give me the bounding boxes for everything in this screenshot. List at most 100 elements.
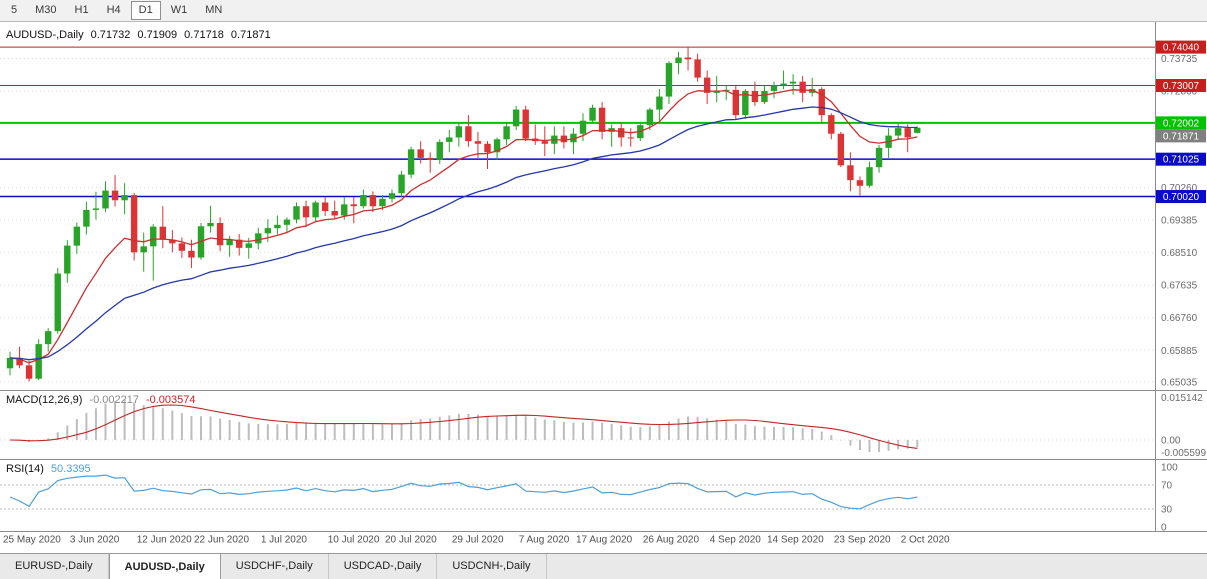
candle bbox=[121, 195, 128, 201]
chart-tab-eurusd-daily[interactable]: EURUSD-,Daily bbox=[0, 554, 109, 579]
rsi-value: 50.3395 bbox=[50, 463, 91, 475]
candle bbox=[780, 83, 787, 86]
candle bbox=[598, 107, 606, 132]
svg-text:30: 30 bbox=[1161, 505, 1173, 516]
svg-text:0.70020: 0.70020 bbox=[1163, 192, 1200, 203]
candle bbox=[742, 90, 749, 116]
candle bbox=[732, 89, 739, 116]
rsi-indicator-name: RSI(14) bbox=[6, 463, 44, 475]
svg-text:0.00: 0.00 bbox=[1161, 435, 1181, 446]
svg-text:70: 70 bbox=[1161, 481, 1173, 492]
svg-text:29 Jul 2020: 29 Jul 2020 bbox=[452, 535, 504, 546]
candle bbox=[140, 246, 147, 253]
svg-text:0.74040: 0.74040 bbox=[1163, 43, 1200, 54]
candle bbox=[169, 239, 176, 244]
timeframe-button-mn[interactable]: MN bbox=[205, 4, 223, 16]
timeframe-button-h4[interactable]: H4 bbox=[106, 4, 121, 16]
timeframe-button-h1[interactable]: H1 bbox=[74, 4, 89, 16]
candle bbox=[92, 208, 100, 210]
chart-tab-usdcad-daily[interactable]: USDCAD-,Daily bbox=[329, 554, 438, 579]
timeframe-button-w1[interactable]: W1 bbox=[170, 4, 188, 16]
candle bbox=[25, 365, 33, 379]
candle bbox=[665, 63, 673, 97]
candle bbox=[379, 198, 386, 207]
candle bbox=[360, 195, 367, 207]
ohlc-close: 0.71871 bbox=[230, 29, 271, 41]
rsi-label: RSI(14) 50.3395 bbox=[6, 463, 98, 475]
svg-text:0: 0 bbox=[1161, 523, 1167, 534]
candle bbox=[589, 107, 596, 121]
svg-text:2 Oct 2020: 2 Oct 2020 bbox=[901, 535, 950, 546]
ohlc-open: 0.71732 bbox=[90, 29, 131, 41]
date-axis: 25 May 2020 3 Jun 2020 12 Jun 2020 22 Jun 2… bbox=[3, 535, 950, 546]
svg-text:22 Jun 2020: 22 Jun 2020 bbox=[194, 535, 249, 546]
ma-fast-line bbox=[9, 89, 918, 364]
level-price-label: 0.72002 bbox=[1156, 116, 1206, 130]
candle bbox=[703, 77, 711, 93]
svg-text:0.65035: 0.65035 bbox=[1161, 377, 1198, 388]
candle bbox=[226, 239, 233, 246]
svg-text:26 Aug 2020: 26 Aug 2020 bbox=[643, 535, 700, 546]
candle bbox=[102, 190, 109, 209]
timeframe-button-m30[interactable]: M30 bbox=[35, 4, 57, 16]
level-price-label: 0.74040 bbox=[1156, 40, 1206, 54]
bid-price-label: 0.71871 bbox=[1156, 129, 1206, 143]
svg-text:0.71025: 0.71025 bbox=[1163, 155, 1200, 166]
candle bbox=[914, 127, 921, 133]
level-lines bbox=[0, 46, 1155, 198]
timeframe-button-5[interactable]: 5 bbox=[11, 4, 18, 16]
macd-panel: 0.015142 0.00 -0.005599 bbox=[0, 393, 1206, 459]
candle bbox=[274, 224, 281, 229]
svg-text:0.015142: 0.015142 bbox=[1161, 393, 1203, 404]
svg-text:25 May 2020: 25 May 2020 bbox=[3, 535, 61, 546]
macd-indicator-name: MACD(12,26,9) bbox=[6, 394, 83, 406]
chart-tabs: EURUSD-,Daily AUDUSD-,Daily USDCHF-,Daily U… bbox=[0, 553, 1207, 579]
candle bbox=[407, 149, 415, 175]
candle bbox=[474, 141, 482, 144]
price-grid: 0.737350.728600.702600.693850.685100.676… bbox=[0, 54, 1198, 388]
candle bbox=[83, 209, 90, 227]
candle bbox=[541, 141, 548, 144]
ohlc-low: 0.71718 bbox=[184, 29, 224, 41]
chart-tab-usdchf-daily[interactable]: USDCHF-,Daily bbox=[221, 554, 329, 579]
candle bbox=[904, 128, 911, 138]
level-price-label: 0.70020 bbox=[1156, 190, 1206, 204]
candle bbox=[818, 89, 825, 116]
panel-separators bbox=[0, 22, 1207, 532]
candle bbox=[465, 126, 472, 142]
candle bbox=[656, 96, 663, 110]
candle bbox=[856, 180, 864, 186]
candle bbox=[216, 222, 224, 246]
candle bbox=[713, 90, 720, 93]
candle bbox=[570, 133, 577, 143]
candle bbox=[493, 139, 501, 153]
chart-tab-usdcnh-daily[interactable]: USDCNH-,Daily bbox=[437, 554, 547, 579]
candle bbox=[302, 206, 310, 218]
chart-symbol-period: AUDUSD-,Daily bbox=[6, 29, 84, 41]
timeframe-button-d1[interactable]: D1 bbox=[130, 1, 161, 20]
candle bbox=[675, 57, 682, 64]
svg-text:23 Sep 2020: 23 Sep 2020 bbox=[834, 535, 891, 546]
candle bbox=[64, 245, 71, 274]
candle bbox=[684, 57, 692, 60]
svg-text:1 Jul 2020: 1 Jul 2020 bbox=[261, 535, 308, 546]
candle bbox=[618, 128, 625, 138]
candle bbox=[321, 202, 329, 212]
candle bbox=[341, 204, 348, 216]
svg-text:14 Sep 2020: 14 Sep 2020 bbox=[767, 535, 824, 546]
candle bbox=[894, 128, 902, 136]
ma-slow-line bbox=[9, 106, 918, 361]
candle bbox=[398, 174, 405, 194]
price-chart-canvas[interactable]: 0.737350.728600.702600.693850.685100.676… bbox=[0, 22, 1207, 553]
candle bbox=[847, 165, 854, 181]
macd-label: MACD(12,26,9) -0.002217 -0.003574 bbox=[6, 394, 203, 406]
timeframe-toolbar: 5 M30 H1 H4 D1 W1 MN bbox=[0, 0, 1207, 22]
candle bbox=[150, 226, 157, 247]
candle bbox=[35, 344, 42, 379]
svg-text:0.65885: 0.65885 bbox=[1161, 346, 1198, 357]
chart-tab-audusd-daily[interactable]: AUDUSD-,Daily bbox=[108, 553, 221, 579]
candle bbox=[369, 195, 377, 207]
candle bbox=[255, 233, 262, 244]
svg-text:0.66760: 0.66760 bbox=[1161, 313, 1198, 324]
svg-text:0.68510: 0.68510 bbox=[1161, 248, 1198, 259]
